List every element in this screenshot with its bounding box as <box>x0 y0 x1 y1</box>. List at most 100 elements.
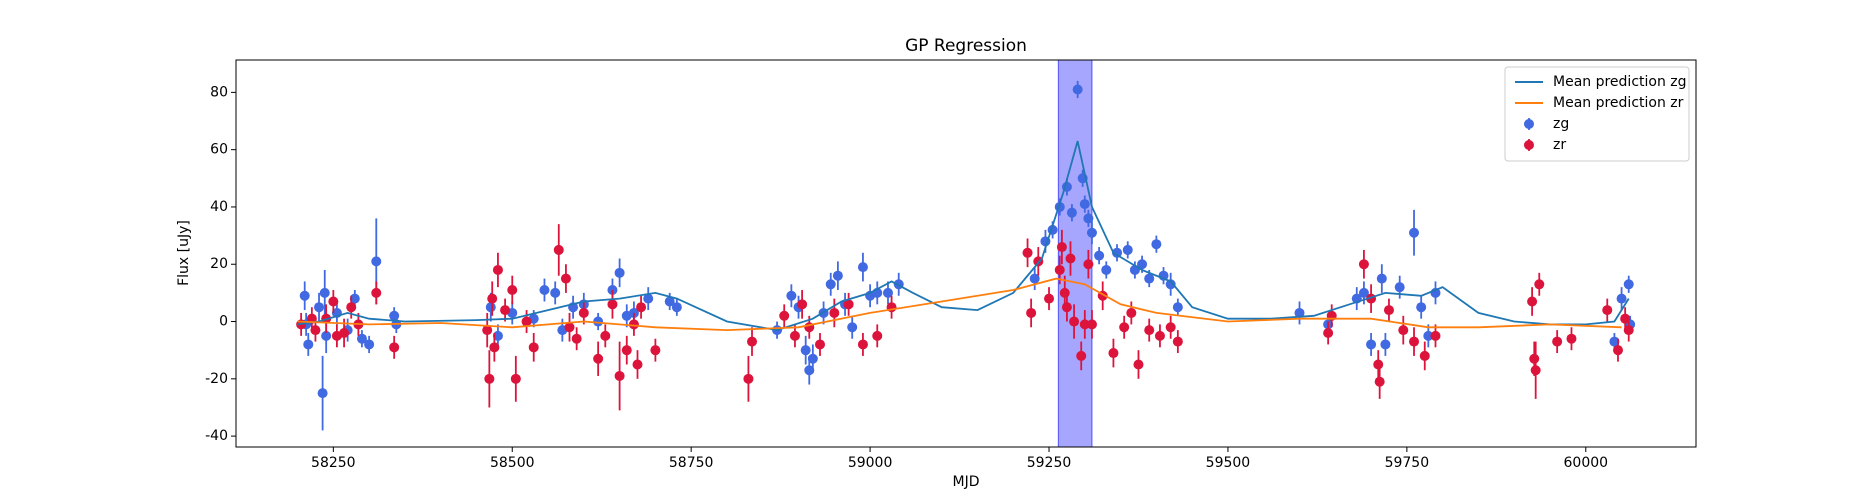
data-point <box>492 330 503 341</box>
data-point <box>1086 227 1097 238</box>
data-point <box>857 262 868 273</box>
data-point <box>815 339 825 350</box>
data-point <box>564 322 575 333</box>
data-point <box>1066 207 1077 218</box>
data-point <box>650 345 661 356</box>
data-point <box>389 310 400 321</box>
data-point <box>319 287 330 298</box>
data-point <box>857 339 868 350</box>
axes-frame <box>235 59 1697 448</box>
data-point <box>571 333 582 344</box>
x-tick-label: 58500 <box>490 455 535 471</box>
data-point <box>314 302 325 313</box>
data-point <box>482 325 493 336</box>
data-point <box>872 330 883 341</box>
y-tick-label: 40 <box>210 199 228 215</box>
data-point <box>1552 336 1563 347</box>
data-point <box>356 333 367 344</box>
data-point <box>1083 259 1094 270</box>
data-point <box>882 287 893 298</box>
data-point <box>303 339 314 350</box>
data-point <box>1383 305 1394 316</box>
data-point <box>636 302 647 313</box>
data-point <box>371 287 382 298</box>
data-point <box>1376 273 1387 284</box>
data-point <box>1108 348 1119 359</box>
data-point <box>346 302 357 313</box>
y-tick-label: -20 <box>205 371 228 387</box>
data-point <box>600 330 611 341</box>
data-point <box>389 342 400 353</box>
data-point <box>1527 296 1538 307</box>
data-point <box>1620 313 1631 324</box>
data-point <box>1079 199 1090 210</box>
data-point <box>800 345 811 356</box>
legend-swatch <box>1524 140 1534 150</box>
data-point <box>1623 325 1634 336</box>
data-point <box>317 388 328 399</box>
data-point <box>847 322 858 333</box>
data-point <box>1072 84 1083 95</box>
data-point <box>1566 333 1577 344</box>
data-point <box>339 327 350 338</box>
y-tick-label: 20 <box>210 256 228 272</box>
highlight-span <box>1057 60 1093 447</box>
legend-label: zg <box>1553 116 1569 132</box>
data-point <box>1380 339 1391 350</box>
data-point <box>1076 350 1087 361</box>
x-tick-label: 59500 <box>1206 455 1251 471</box>
data-point <box>1137 259 1148 270</box>
data-point <box>632 359 643 370</box>
data-point <box>310 325 321 336</box>
data-point <box>1059 287 1070 298</box>
data-point <box>1602 305 1613 316</box>
data-point <box>747 336 758 347</box>
data-point <box>487 293 498 304</box>
data-point <box>804 365 815 376</box>
data-point <box>1398 325 1409 336</box>
data-point <box>1358 259 1369 270</box>
data-point <box>299 290 310 301</box>
data-point <box>1122 244 1133 255</box>
data-point <box>643 293 654 304</box>
data-point <box>607 299 618 310</box>
data-point <box>1154 330 1165 341</box>
data-point <box>1612 345 1623 356</box>
x-axis-label: MJD <box>953 474 980 490</box>
data-point <box>321 330 332 341</box>
legend-swatch <box>1524 119 1534 129</box>
data-point <box>1423 330 1434 341</box>
data-point <box>539 285 550 296</box>
y-tick-label: 0 <box>219 314 228 330</box>
data-point <box>1530 365 1541 376</box>
data-point <box>1172 302 1183 313</box>
data-point <box>1112 247 1123 258</box>
data-point <box>614 370 625 381</box>
data-point <box>593 316 604 327</box>
data-point <box>1083 213 1094 224</box>
data-point <box>789 330 800 341</box>
data-point <box>1366 339 1377 350</box>
data-point <box>1373 359 1384 370</box>
data-point <box>825 279 836 290</box>
data-point <box>510 373 521 384</box>
x-tick-label: 58750 <box>669 455 714 471</box>
data-point <box>671 302 682 313</box>
data-point <box>593 353 604 364</box>
data-point <box>1022 247 1033 258</box>
y-axis-label: Flux [uJy] <box>176 220 192 286</box>
legend-box <box>1504 66 1690 162</box>
data-point <box>1065 253 1076 264</box>
data-point <box>621 345 632 356</box>
data-point <box>743 373 754 384</box>
data-point <box>349 293 360 304</box>
data-point <box>1151 239 1162 250</box>
x-tick-label: 59750 <box>1385 455 1430 471</box>
data-point <box>1144 325 1155 336</box>
data-point <box>560 273 571 284</box>
data-point <box>807 353 818 364</box>
data-point <box>550 287 561 298</box>
data-point <box>1029 273 1040 284</box>
data-point <box>578 307 589 318</box>
